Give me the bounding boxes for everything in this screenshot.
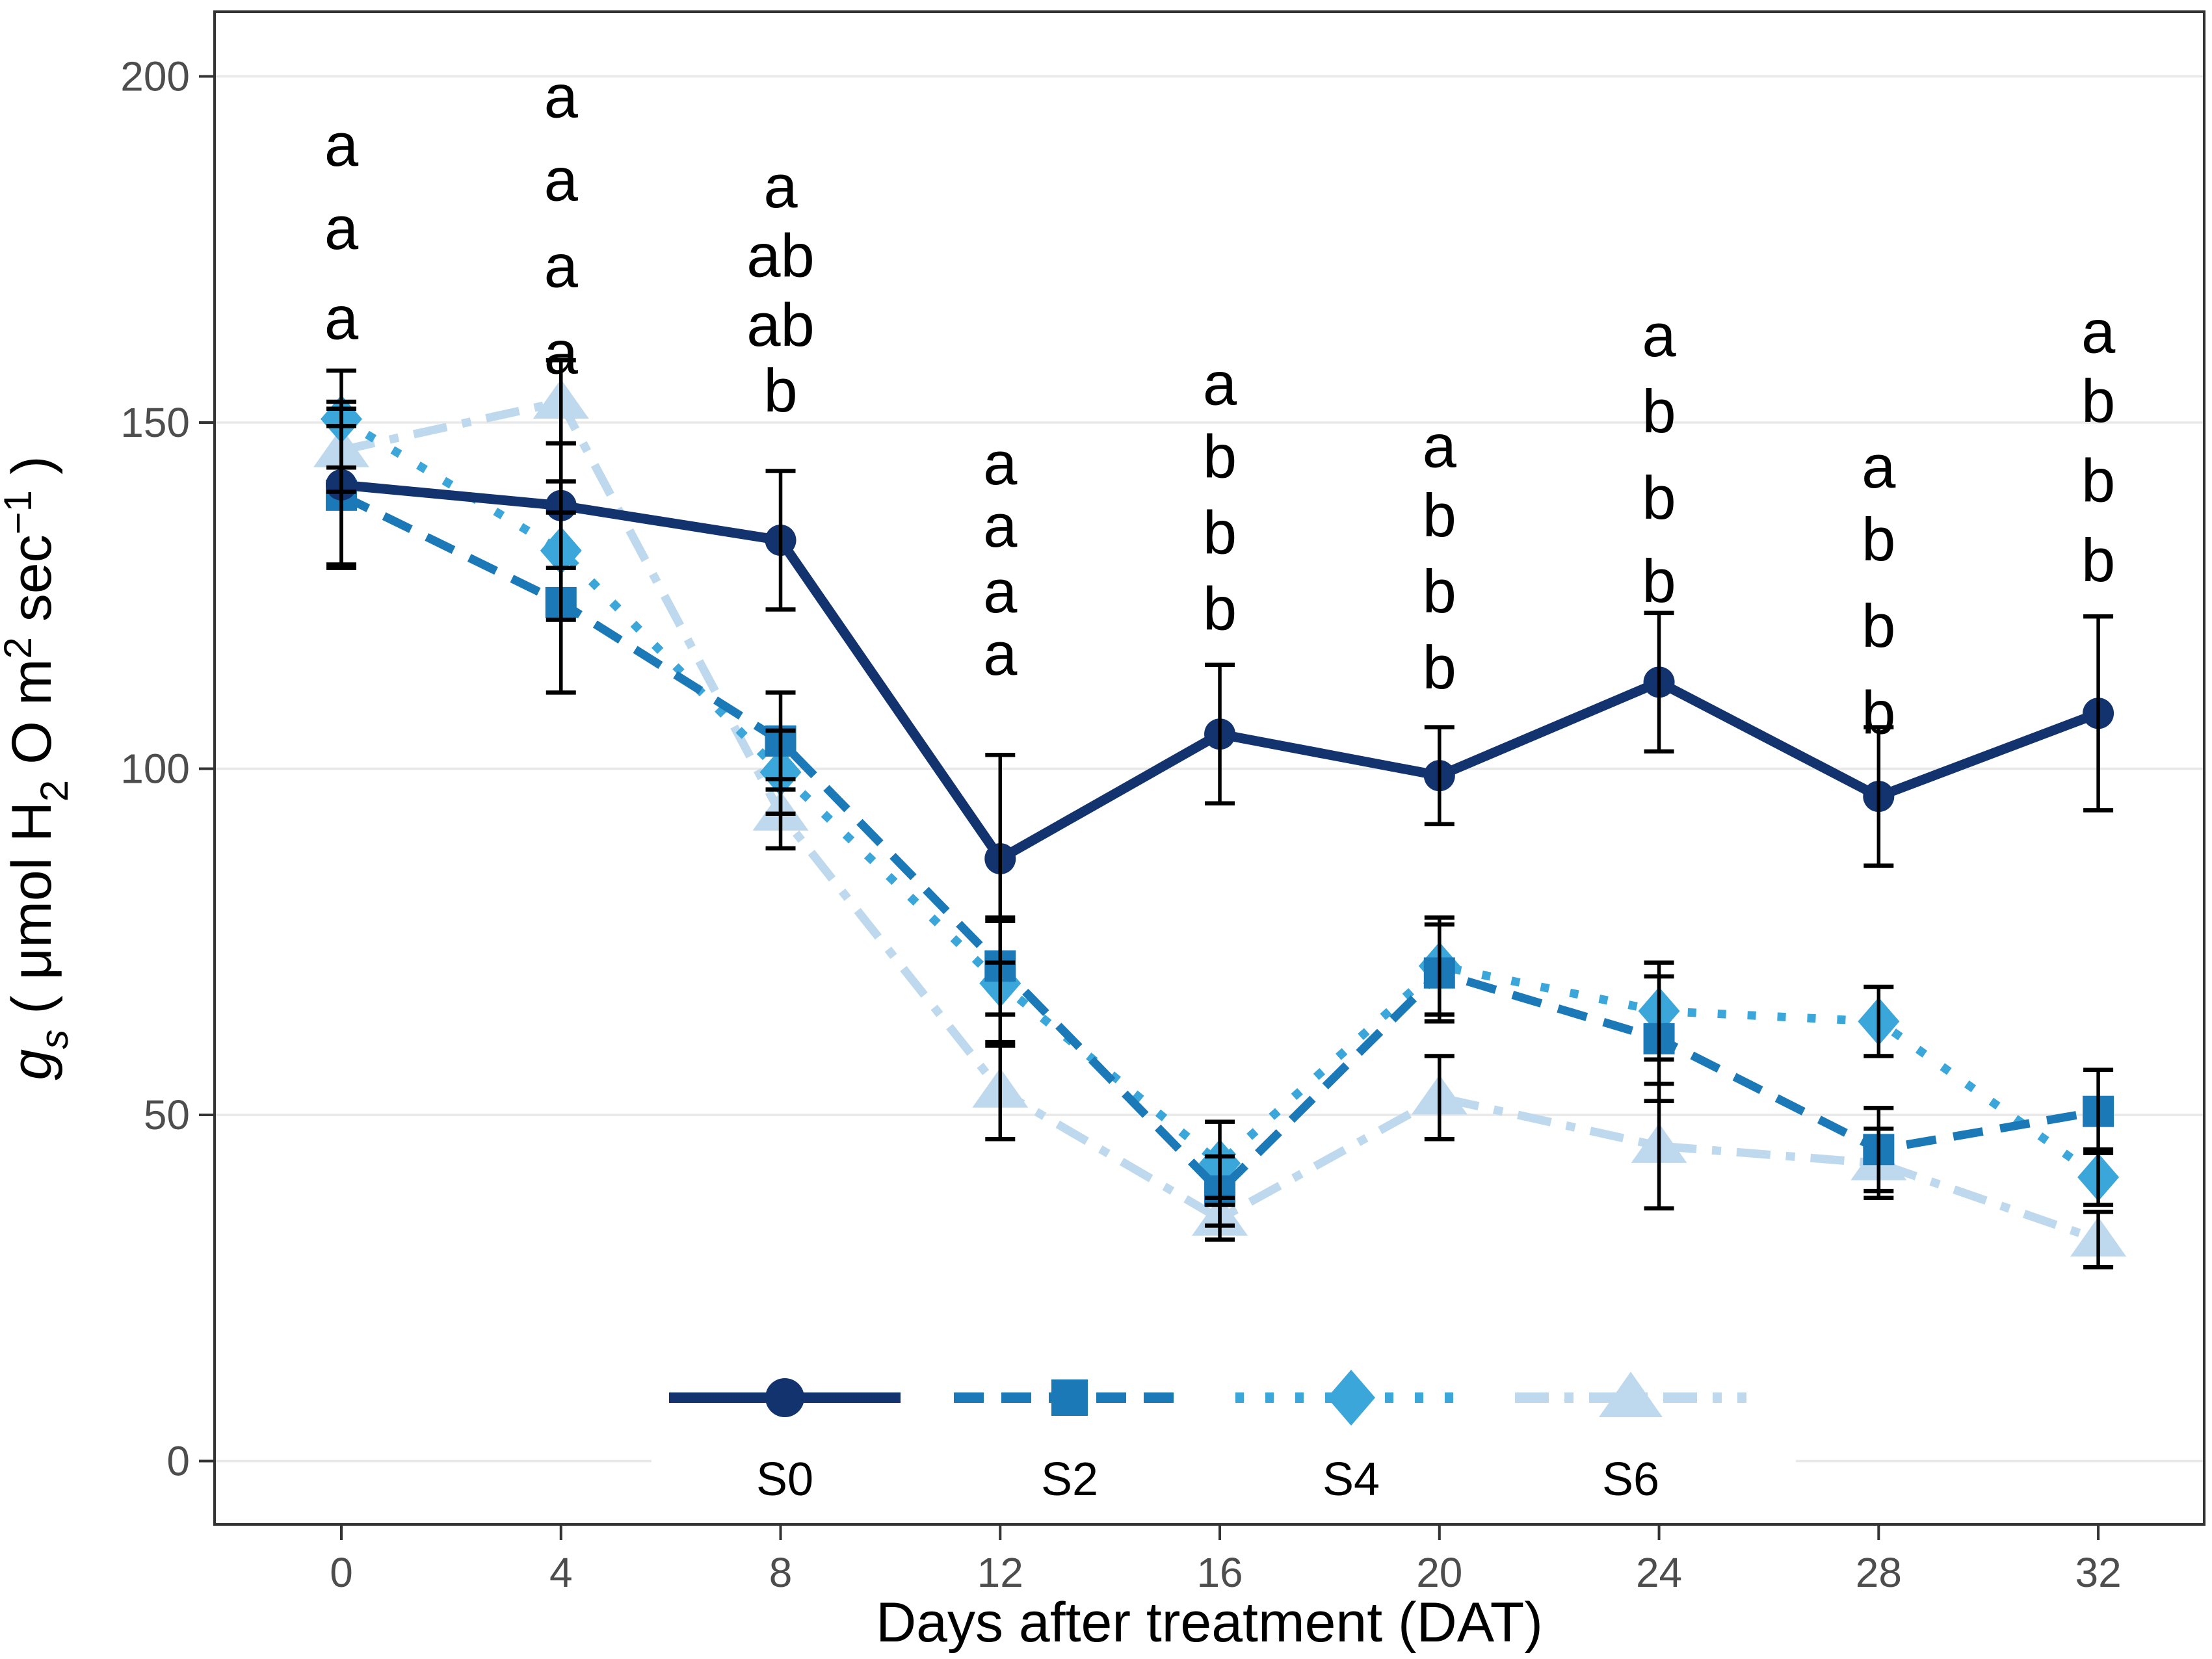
y-axis-title-segment: ( μmol H [1, 802, 63, 1030]
series-line-S6 [340, 397, 2100, 1244]
sig-letter: a [763, 152, 798, 220]
y-axis-title-segment: 2 [33, 780, 76, 802]
legend-marker-S6 [1599, 1372, 1663, 1417]
sig-letter: a [983, 620, 1018, 688]
x-axis-title: Days after treatment (DAT) [876, 1591, 1543, 1654]
series-line-S4 [339, 415, 2101, 1181]
sig-letter: b [1862, 592, 1895, 660]
legend-label-S2: S2 [1041, 1454, 1098, 1506]
y-axis-title-segment: g [1, 1049, 63, 1080]
x-tick-label: 24 [1636, 1549, 1682, 1596]
sig-letter: ab [746, 221, 815, 289]
sig-letter: b [1862, 678, 1895, 746]
legend-label-S4: S4 [1323, 1454, 1380, 1506]
x-tick-label: 28 [1856, 1549, 1902, 1596]
legend-marker-S4 [1327, 1370, 1375, 1426]
sig-letter: b [2081, 526, 2115, 594]
sig-letter: a [544, 145, 579, 213]
sig-letter: a [1203, 349, 1237, 417]
legend-marker-S0 [765, 1378, 804, 1417]
sig-letter: a [1423, 411, 1457, 480]
sig-letter: b [2081, 447, 2115, 515]
y-axis-title-segment: O m [1, 659, 63, 779]
sig-letter: a [983, 491, 1018, 560]
x-tick-label: 16 [1196, 1549, 1243, 1596]
legend-background [652, 1344, 1796, 1515]
x-tick-label: 12 [977, 1549, 1023, 1596]
sig-letter: a [1642, 301, 1676, 369]
y-tick-label: 0 [166, 1437, 190, 1484]
sig-letter: b [2081, 367, 2115, 435]
sig-letter: b [1642, 547, 1676, 615]
y-axis-title-segment: −1 [0, 490, 40, 534]
y-tick-label: 50 [144, 1091, 190, 1138]
sig-letter: b [1642, 377, 1676, 445]
x-tick-label: 20 [1416, 1549, 1462, 1596]
x-tick-label: 4 [549, 1549, 573, 1596]
sig-letter: b [1203, 422, 1237, 490]
y-tick-label: 100 [120, 745, 190, 792]
sig-letter: a [983, 557, 1018, 625]
sig-letter: a [983, 429, 1018, 497]
sig-letter: a [324, 194, 359, 262]
y-axis-title-segment: 2 [0, 637, 40, 659]
sig-letter: a [544, 231, 579, 300]
legend-marker-S2 [1051, 1379, 1088, 1416]
sig-letter: a [1862, 432, 1896, 501]
y-tick-label: 150 [120, 399, 190, 446]
sig-letter: a [2081, 298, 2116, 366]
sig-letter: b [1203, 575, 1237, 643]
sig-letter: b [763, 356, 797, 425]
x-tick-label: 32 [2075, 1549, 2121, 1596]
y-axis-title-segment: sec [1, 534, 63, 637]
sig-letter: b [1423, 633, 1456, 701]
y-axis-title-segment: ) [1, 456, 63, 490]
sig-letter: b [1203, 498, 1237, 566]
sig-letter: b [1423, 557, 1456, 625]
y-axis-title: gs ( μmol H2 O m2 sec−1 ) [0, 456, 76, 1080]
sig-letter: a [324, 283, 359, 352]
sig-letter: a [544, 319, 579, 387]
sig-letter: b [1862, 505, 1895, 573]
sig-letter: a [324, 111, 359, 179]
sig-letter: b [1642, 464, 1676, 532]
sig-letter: ab [746, 291, 815, 359]
legend-label-S0: S0 [756, 1454, 813, 1506]
legend-label-S6: S6 [1602, 1454, 1659, 1506]
sig-letter: b [1423, 481, 1456, 549]
y-tick-label: 200 [120, 53, 190, 99]
y-axis-title-segment: s [33, 1030, 76, 1049]
x-tick-label: 8 [769, 1549, 793, 1596]
sig-letter: a [544, 62, 579, 130]
x-tick-label: 0 [330, 1549, 353, 1596]
